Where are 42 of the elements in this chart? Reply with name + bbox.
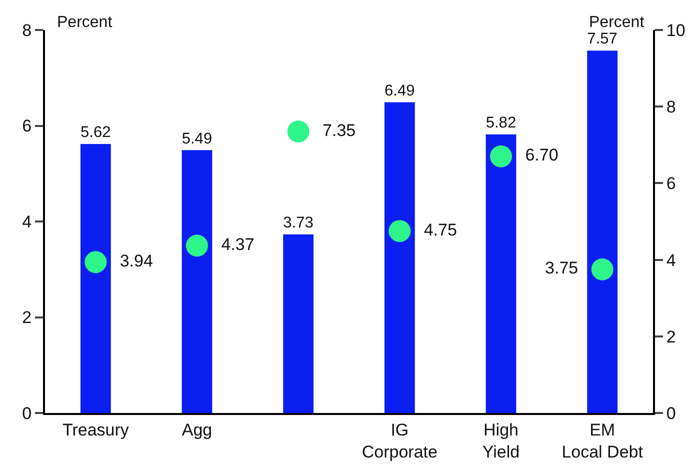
y2-tick-label: 0 (666, 404, 676, 423)
point (186, 234, 208, 257)
data-label: 3.94 (110, 251, 162, 270)
bar (486, 134, 516, 413)
bar (587, 50, 618, 413)
data-label: 6.49 (384, 82, 415, 100)
data-label: 7.35 (313, 120, 366, 140)
y2-tick-label: 4 (666, 250, 676, 270)
point (287, 120, 310, 142)
y-tick-label: 2 (22, 308, 32, 328)
x-tick-label: High Yield (482, 420, 520, 462)
data-label: 4.75 (414, 220, 466, 240)
data-label: 5.82 (486, 114, 516, 132)
y2-tick-label: 6 (666, 174, 676, 194)
y-tick-label: 8 (22, 20, 32, 40)
bar (283, 234, 314, 413)
x-tick-label: Agg (182, 420, 212, 440)
bar (182, 150, 212, 413)
y2-axis-title: Percent (589, 14, 645, 31)
y-tick-label: 0 (22, 404, 32, 423)
data-label: 7.57 (587, 30, 618, 48)
data-label: 5.49 (182, 130, 212, 148)
y2-tick-label: 2 (666, 327, 676, 346)
data-label: 5.62 (80, 124, 111, 142)
data-label: 3.75 (536, 258, 588, 278)
point (591, 258, 614, 280)
x-tick-label: IG Corporate (362, 420, 438, 462)
data-label: 6.70 (516, 146, 568, 165)
y-axis-title: Percent (57, 14, 113, 31)
y-tick-label: 4 (22, 212, 32, 232)
x-tick-label: Treasury (62, 420, 130, 440)
data-label: 4.37 (212, 234, 264, 254)
point (490, 145, 512, 168)
y-tick-label: 6 (22, 116, 32, 136)
y2-tick-label: 10 (666, 20, 686, 40)
point (388, 220, 411, 242)
bar (384, 102, 415, 413)
bar (80, 144, 111, 413)
data-label: 3.73 (283, 214, 314, 232)
x-tick-label: EM Local Debt (562, 420, 644, 462)
y2-tick-label: 8 (666, 98, 676, 117)
point (84, 251, 107, 274)
